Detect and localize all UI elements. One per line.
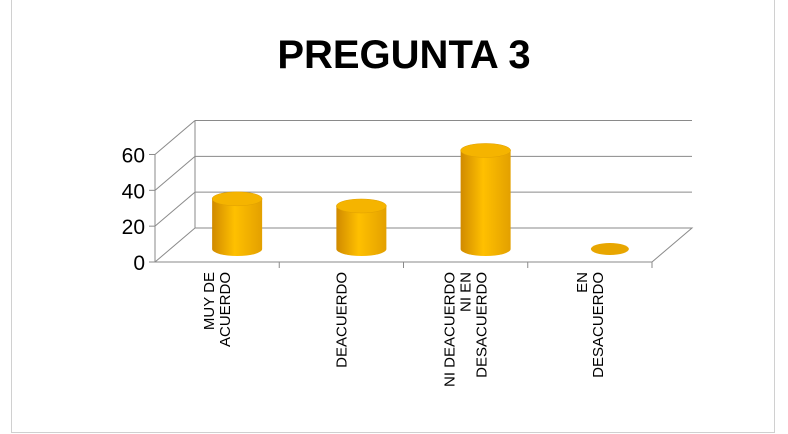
x-category-label: DESACUERDO xyxy=(474,272,491,378)
bar-top xyxy=(460,143,511,158)
x-category-label: MUY DE xyxy=(201,272,218,330)
bar-body xyxy=(336,205,387,256)
x-category-label: NI EN xyxy=(458,272,475,312)
y-tick-label: 60 xyxy=(122,144,145,167)
bar-body xyxy=(212,198,263,256)
x-category-label: EN xyxy=(574,272,591,293)
bar xyxy=(211,191,263,256)
y-tick-label: 0 xyxy=(133,252,145,275)
x-category-label: DEACUERDO xyxy=(333,272,350,368)
chart-floor xyxy=(153,227,694,263)
bar-top xyxy=(590,243,629,255)
x-category-label: DESACUERDO xyxy=(590,272,607,378)
bar xyxy=(336,198,387,256)
gridline-side-40 xyxy=(154,155,196,191)
bar-top xyxy=(336,198,387,214)
bar-body xyxy=(460,150,511,256)
chart-title: PREGUNTA 3 xyxy=(277,33,530,77)
bar xyxy=(460,143,511,256)
bars xyxy=(211,143,629,256)
chart-frame xyxy=(11,0,775,433)
y-tick-label: 20 xyxy=(122,216,145,239)
category-labels: MUY DE ACUERDO DEACUERDO NI DEACUERDO NI EN D… xyxy=(201,272,607,387)
axes: 0 20 40 60 xyxy=(122,120,694,275)
bar xyxy=(590,243,629,255)
gridline-side-60 xyxy=(154,120,196,155)
x-category-label: NI DEACUERDO xyxy=(442,272,459,387)
gridlines xyxy=(154,119,692,227)
bar-top xyxy=(211,191,263,207)
y-tick-label: 40 xyxy=(122,180,145,203)
gridline-side-20 xyxy=(154,191,196,227)
x-category-label: ACUERDO xyxy=(217,272,234,347)
